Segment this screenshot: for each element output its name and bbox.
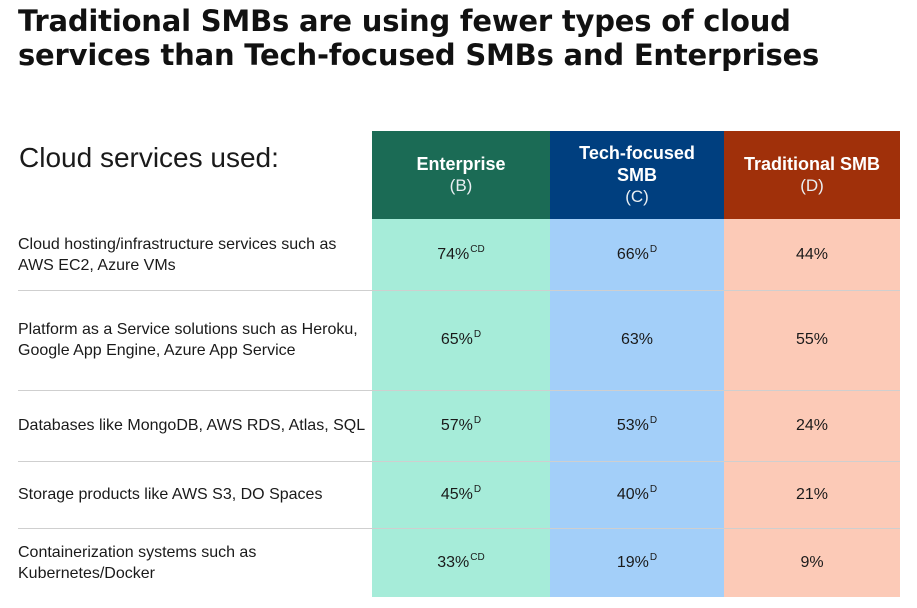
cell-tech-smb: 66% D [616,243,658,263]
cell-traditional-smb: 44% [724,219,900,290]
column-header-name: Traditional SMB [743,154,880,174]
cell-tech-smb: 19% D [616,551,658,571]
table-subtitle: Cloud services used: [19,142,279,173]
cell-enterprise: 33% CD [437,551,485,571]
cell-value: 57% [440,416,473,434]
column-header-tech-smb: Tech-focused SMB (C) [550,131,724,219]
row-divider [18,290,900,291]
cell-value: 33% [437,553,470,571]
cell-value: 9% [800,553,824,571]
chart-title: Traditional SMBs are using fewer types o… [18,4,898,72]
column-bg-enterprise [372,219,550,597]
row-label: Cloud hosting/infrastructure services su… [18,235,337,274]
column-bg-tech-smb [550,219,724,597]
cell-value: 55% [795,331,829,348]
cell-traditional-smb: 55% [724,290,900,390]
cell-value: 74% [437,245,470,263]
column-header-code: (B) [449,176,473,195]
cell-tech-smb: 53% D [616,414,658,434]
column-header-name: Tech-focused SMB [579,143,695,185]
cell-traditional-smb: 9% [724,528,900,597]
cell-value: 40% [616,485,649,503]
row-label: Containerization systems such as Kuberne… [18,543,257,582]
cell-value: 24% [795,416,829,434]
column-header-code: (D) [800,176,824,195]
cell-value: 63% [620,331,654,348]
cell-tech-smb: 63% [550,290,724,390]
row-divider [18,390,900,391]
chart-title-line-1: Traditional SMBs are using fewer types o… [18,4,791,38]
column-header-traditional-smb: Traditional SMB (D) [724,131,900,219]
cell-value: 19% [616,553,649,571]
row-label: Databases like MongoDB, AWS RDS, Atlas, … [18,417,366,434]
row-divider [18,461,900,462]
row-divider [18,528,900,529]
cell-value: 45% [440,485,473,503]
cell-enterprise: 45% D [440,483,482,503]
cell-value: 65% [440,331,473,348]
cell-enterprise: 74% CD [437,243,485,263]
column-header-name: Enterprise [416,154,506,174]
cell-value: 66% [616,245,649,263]
cell-value: 21% [795,485,829,503]
cell-traditional-smb: 24% [724,390,900,461]
cell-enterprise: 65% D [440,329,482,349]
column-bg-traditional-smb [724,219,900,597]
cell-enterprise: 57% D [440,414,482,434]
cell-tech-smb: 40% D [616,483,658,503]
cell-value: 53% [616,416,649,434]
column-header-code: (C) [625,187,649,206]
chart-title-line-2: services than Tech-focused SMBs and Ente… [18,38,820,72]
row-label: Platform as a Service solutions such as … [18,321,358,359]
cell-value: 44% [795,245,829,263]
column-header-enterprise: Enterprise (B) [372,131,550,219]
row-label: Storage products like AWS S3, DO Spaces [18,486,323,503]
cell-traditional-smb: 21% [724,461,900,528]
